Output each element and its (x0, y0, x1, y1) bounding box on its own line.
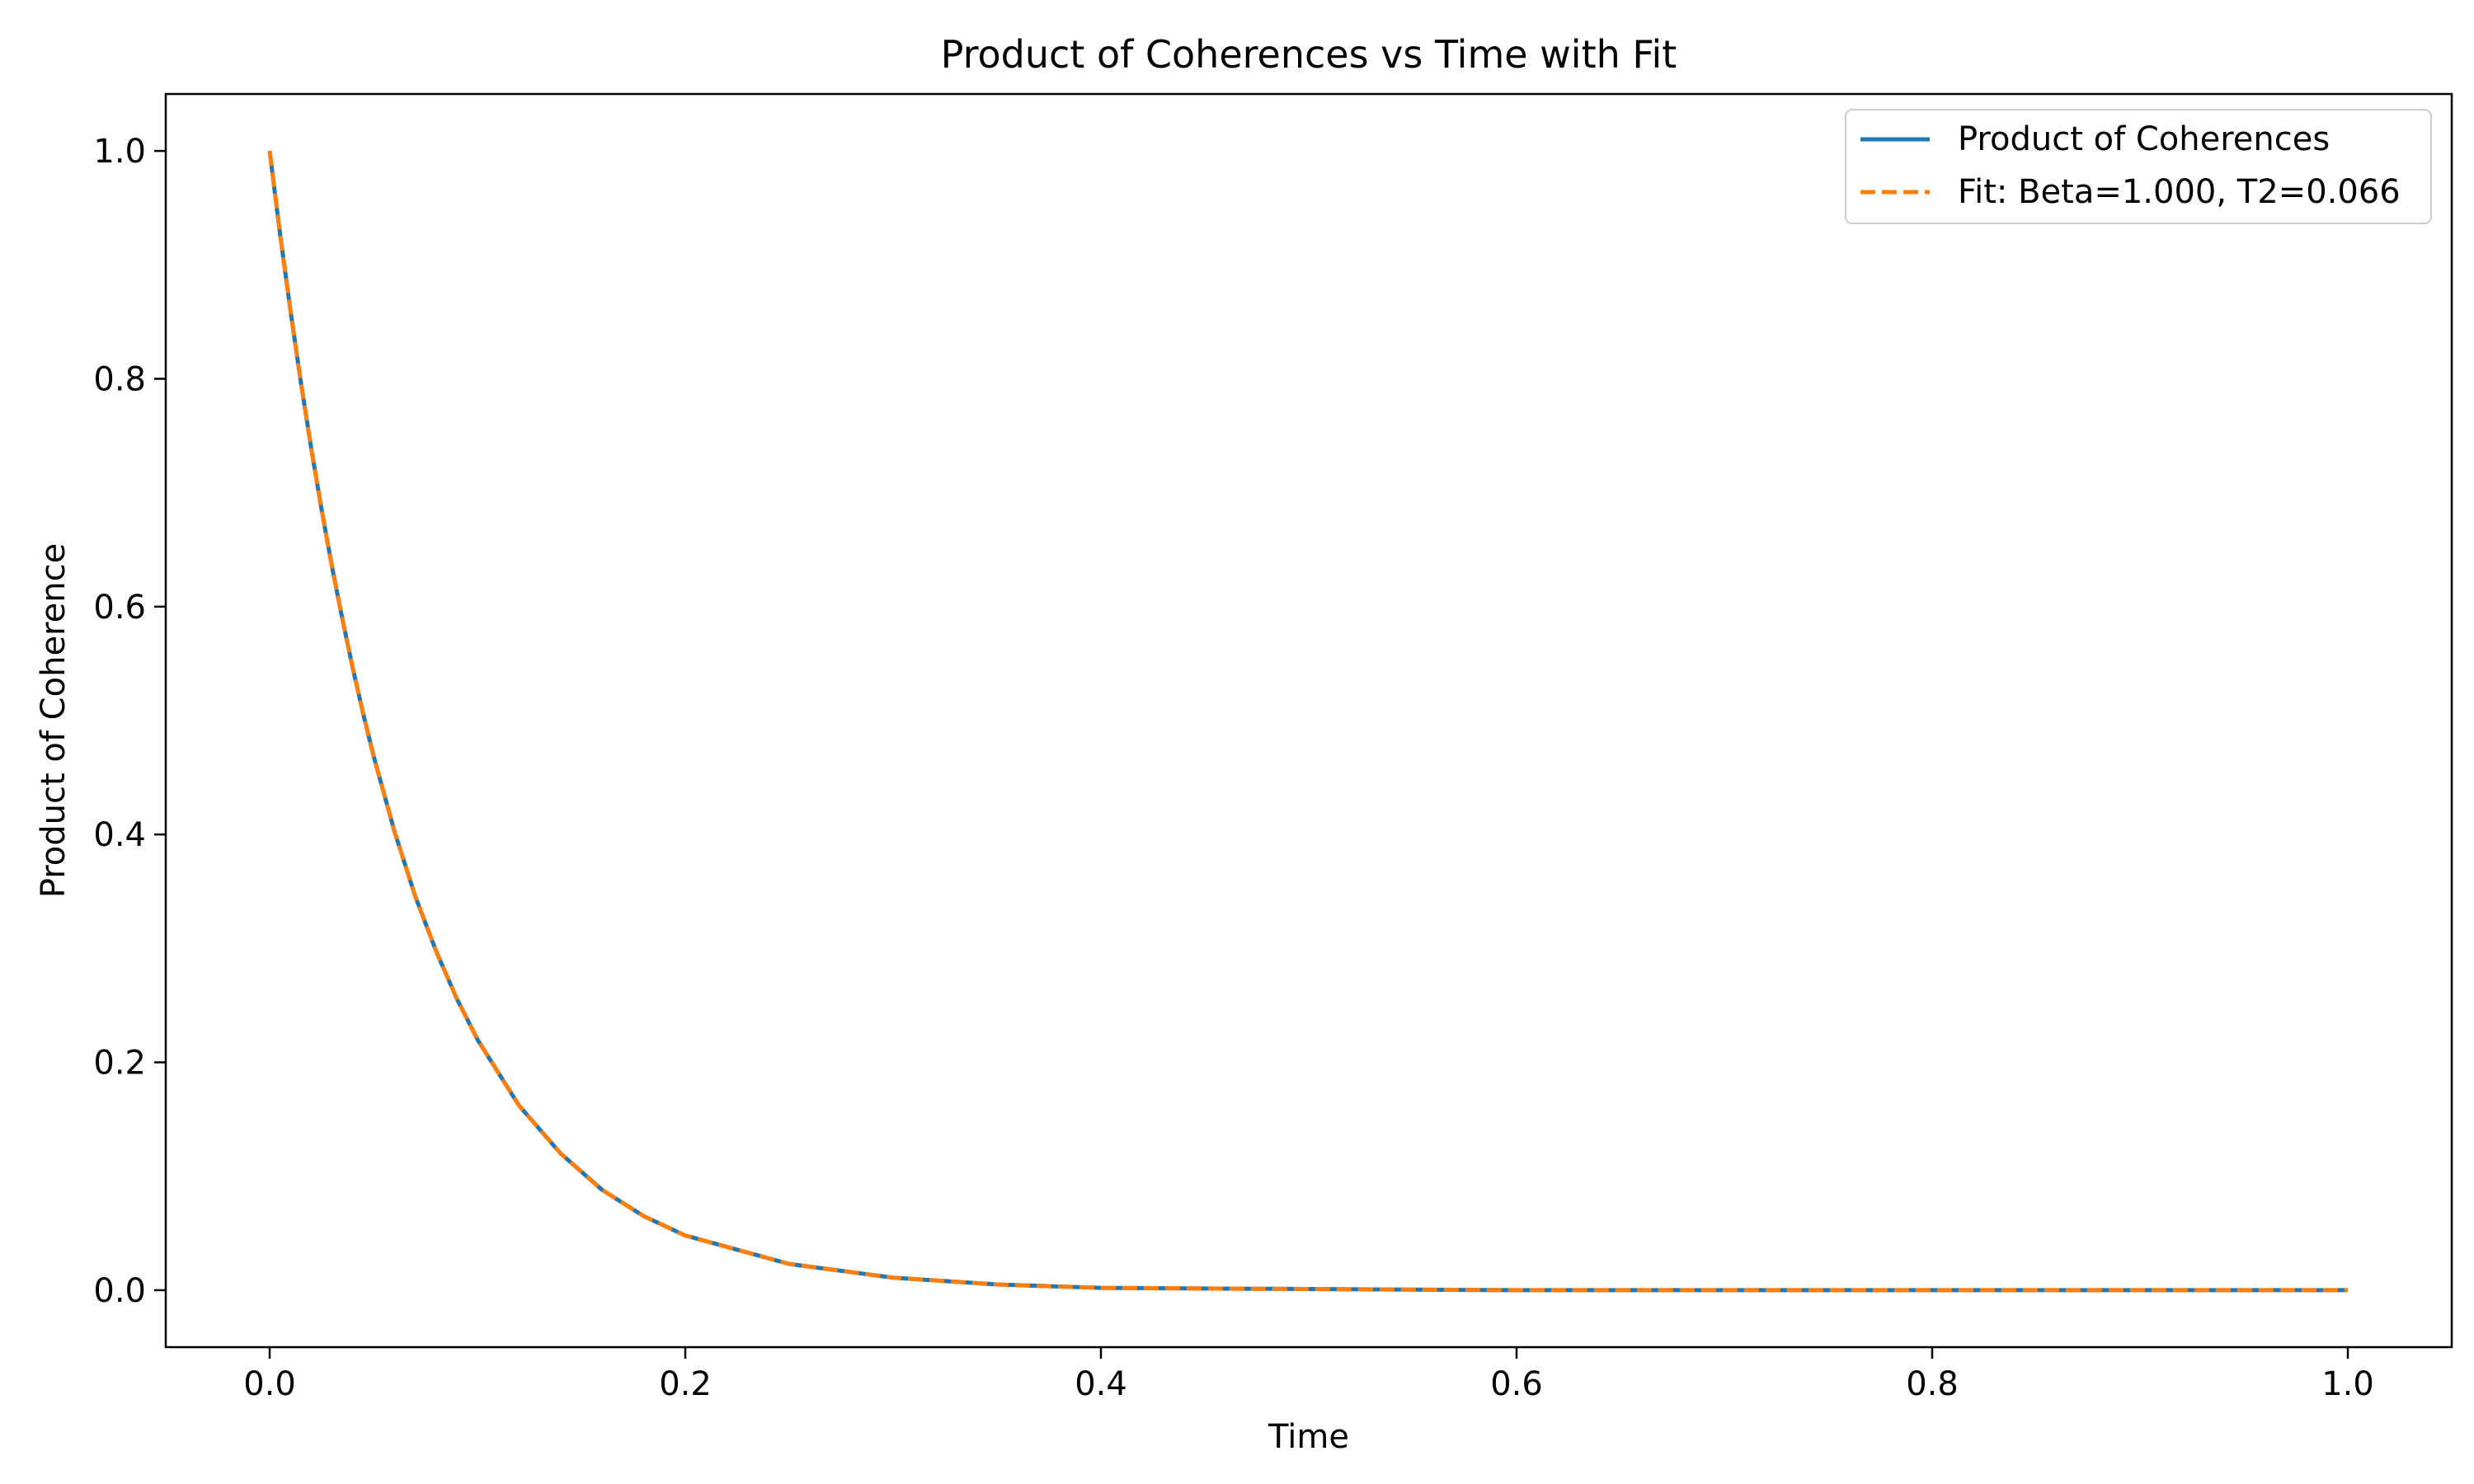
chart-title: Product of Coherences vs Time with Fit (941, 32, 1677, 77)
legend-label-product-of-coherences: Product of Coherences (1958, 120, 2330, 158)
x-tick-label: 0.2 (659, 1365, 712, 1403)
legend: Product of Coherences Fit: Beta=1.000, T… (1845, 109, 2432, 224)
x-tick-label: 0.6 (1490, 1365, 1543, 1403)
x-tick-label: 0.4 (1075, 1365, 1127, 1403)
y-axis-label: Product of Coherence (35, 543, 73, 898)
y-tick-label: 0.8 (93, 360, 146, 398)
x-axis-label: Time (1268, 1418, 1349, 1456)
legend-label-fit: Fit: Beta=1.000, T2=0.066 (1958, 173, 2401, 211)
plot-area: 0.0 0.2 0.4 0.6 0.8 1.0 0.0 0.2 0.4 0.6 0.8 1.0 (93, 92, 2453, 1403)
x-tick-label: 1.0 (2321, 1365, 2374, 1403)
y-tick-label: 0.2 (93, 1045, 146, 1082)
y-tick-label: 0.6 (93, 589, 146, 627)
series-line-product-of-coherences (267, 150, 2348, 1293)
y-tick-label: 0.0 (93, 1272, 146, 1310)
legend-box (1845, 109, 2432, 224)
y-axis-ticks: 0.0 0.2 0.4 0.6 0.8 1.0 (93, 133, 166, 1310)
y-tick-label: 1.0 (93, 133, 146, 171)
x-tick-label: 0.8 (1906, 1365, 1959, 1403)
x-axis-ticks: 0.0 0.2 0.4 0.6 0.8 1.0 (243, 1347, 2374, 1403)
y-tick-label: 0.4 (93, 816, 146, 854)
series-lines (267, 150, 2348, 1293)
x-tick-label: 0.0 (243, 1365, 296, 1403)
axes-frame (164, 92, 2453, 1349)
